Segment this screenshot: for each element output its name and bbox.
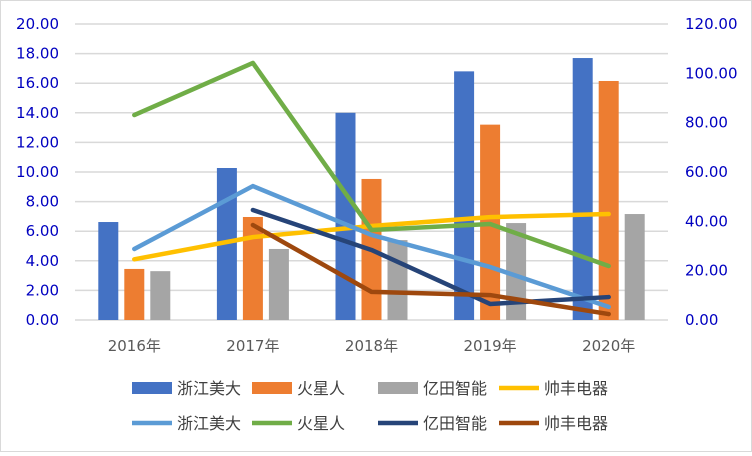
x-tick-label: 2016年	[108, 337, 161, 355]
left-tick-label: 2.00	[26, 281, 59, 299]
left-tick-label: 8.00	[26, 193, 59, 211]
bar-浙江美大	[98, 222, 118, 320]
bar-火星人	[124, 269, 144, 320]
legend-label: 浙江美大	[177, 379, 241, 398]
right-tick-label: 80.00	[685, 114, 728, 132]
legend-label: 亿田智能	[423, 414, 487, 433]
legend-label: 火星人	[297, 414, 345, 433]
bar-浙江美大	[454, 71, 474, 320]
left-tick-label: 0.00	[26, 311, 59, 329]
bar-浙江美大	[336, 113, 356, 320]
right-tick-label: 100.00	[685, 64, 738, 82]
x-tick-label: 2019年	[464, 337, 517, 355]
left-tick-label: 20.00	[16, 15, 59, 33]
bar-亿田智能	[269, 249, 289, 320]
left-tick-label: 6.00	[26, 222, 59, 240]
left-tick-label: 16.00	[16, 74, 59, 92]
right-tick-label: 20.00	[685, 262, 728, 280]
legend-label: 浙江美大	[177, 414, 241, 433]
bar-亿田智能	[150, 271, 170, 320]
x-tick-label: 2017年	[226, 337, 279, 355]
left-tick-label: 14.00	[16, 104, 59, 122]
bar-亿田智能	[625, 214, 645, 320]
left-tick-label: 10.00	[16, 163, 59, 181]
legend-label: 帅丰电器	[544, 379, 608, 398]
right-tick-label: 120.00	[685, 15, 738, 33]
right-tick-label: 0.00	[685, 311, 718, 329]
x-tick-label: 2020年	[582, 337, 635, 355]
legend-swatch	[132, 382, 172, 394]
left-tick-label: 12.00	[16, 133, 59, 151]
bar-浙江美大	[573, 58, 593, 320]
x-tick-label: 2018年	[345, 337, 398, 355]
legend-label: 亿田智能	[423, 379, 487, 398]
legend-label: 火星人	[297, 379, 345, 398]
right-tick-label: 60.00	[685, 163, 728, 181]
bar-火星人	[599, 81, 619, 320]
legend-swatch	[252, 382, 292, 394]
left-tick-label: 4.00	[26, 252, 59, 270]
legend-label: 帅丰电器	[544, 414, 608, 433]
left-tick-label: 18.00	[16, 45, 59, 63]
bar-火星人	[243, 217, 263, 320]
bar-亿田智能	[388, 240, 408, 320]
right-tick-label: 40.00	[685, 212, 728, 230]
legend-swatch	[378, 382, 418, 394]
